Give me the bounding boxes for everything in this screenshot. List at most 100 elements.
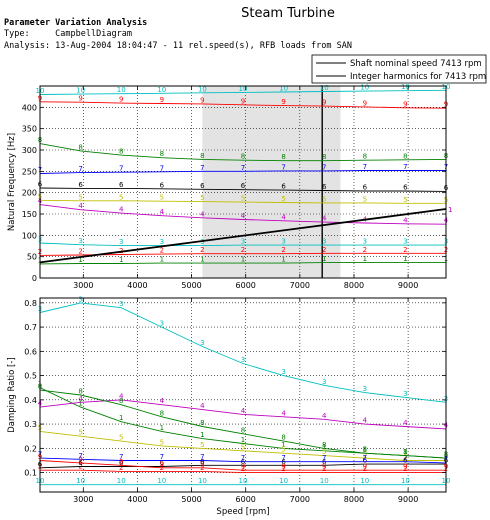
series-marker-7: 7 <box>200 453 204 461</box>
series-marker-8: 8 <box>200 152 204 160</box>
series-marker-9: 9 <box>322 99 326 107</box>
series-marker-1: 1 <box>78 256 82 264</box>
series-marker-9: 9 <box>160 460 164 468</box>
series-marker-3: 3 <box>403 238 407 246</box>
y-tick-label: 300 <box>22 146 37 155</box>
series-marker-4: 4 <box>322 412 327 420</box>
series-marker-6: 6 <box>78 181 83 189</box>
series-marker-3: 3 <box>322 238 326 246</box>
series-marker-2: 2 <box>241 465 245 473</box>
series-marker-3: 3 <box>322 378 326 386</box>
series-marker-1: 1 <box>281 441 285 449</box>
series-marker-9: 9 <box>281 463 285 471</box>
series-marker-7: 7 <box>78 165 82 173</box>
series-marker-5: 5 <box>78 429 82 437</box>
series-line-4 <box>39 399 447 430</box>
series-marker-5: 5 <box>78 193 82 201</box>
series-line-10 <box>39 89 447 95</box>
series-marker-9: 9 <box>241 463 245 471</box>
series-marker-8: 8 <box>322 441 326 449</box>
series-marker-9: 9 <box>119 458 123 466</box>
series-marker-8: 8 <box>119 148 123 156</box>
natural-frequency-panel: 1111111111122222222222333333333334444444… <box>7 83 452 290</box>
series-marker-10: 10 <box>76 87 85 95</box>
series-marker-6: 6 <box>119 181 124 189</box>
series-marker-1: 1 <box>119 414 123 422</box>
series-marker-2: 2 <box>160 247 164 255</box>
series-marker-3: 3 <box>403 390 407 398</box>
type-line: Type: CampbellDiagram <box>4 29 132 39</box>
x-axis-label: Speed [rpm] <box>216 507 269 517</box>
series-marker-7: 7 <box>403 454 407 462</box>
series-marker-7: 7 <box>119 453 123 461</box>
series-line-7 <box>39 457 447 464</box>
speed-range-band <box>202 86 341 278</box>
series-marker-1: 1 <box>200 431 204 439</box>
y-tick-label: 0.1 <box>24 469 37 478</box>
y-tick-label: 0.6 <box>24 347 37 356</box>
series-marker-1: 1 <box>403 255 407 263</box>
x-tick-label: 5000 <box>181 495 201 504</box>
legend-box <box>311 54 487 84</box>
series-line-7 <box>39 170 446 174</box>
series-marker-3: 3 <box>78 237 82 245</box>
x-tick-label: 5000 <box>181 281 201 290</box>
series-marker-9: 9 <box>322 463 326 471</box>
harmonic-label: 1 <box>448 206 452 214</box>
series-line-2 <box>40 469 446 474</box>
series-marker-8: 8 <box>241 426 245 434</box>
series-line-6 <box>39 463 446 469</box>
series-marker-10: 10 <box>360 477 369 485</box>
series-marker-3: 3 <box>78 295 82 303</box>
plot-frame <box>39 85 447 279</box>
series-marker-5: 5 <box>322 195 326 203</box>
series-marker-8: 8 <box>160 150 164 158</box>
series-marker-10: 10 <box>117 477 126 485</box>
series-marker-2: 2 <box>322 246 326 254</box>
series-marker-6: 6 <box>363 457 368 465</box>
series-marker-10: 10 <box>401 477 410 485</box>
series-marker-2: 2 <box>200 246 204 254</box>
x-tick-label: 7000 <box>290 495 310 504</box>
series-marker-3: 3 <box>281 368 285 376</box>
series-marker-7: 7 <box>200 164 204 172</box>
series-marker-8: 8 <box>160 409 164 417</box>
series-marker-4: 4 <box>281 409 286 417</box>
x-tick-label: 8000 <box>344 495 364 504</box>
series-marker-7: 7 <box>241 454 245 462</box>
series-marker-7: 7 <box>322 163 326 171</box>
series-marker-1: 1 <box>322 443 326 451</box>
series-marker-8: 8 <box>200 419 204 427</box>
series-line-6 <box>39 187 447 192</box>
series-marker-6: 6 <box>200 458 205 466</box>
series-marker-4: 4 <box>241 212 246 220</box>
x-tick-label: 3000 <box>73 281 93 290</box>
y-axis-label: Damping Ratio [-] <box>7 357 17 433</box>
series-marker-9: 9 <box>119 96 123 104</box>
series-marker-1: 1 <box>119 256 123 264</box>
series-marker-3: 3 <box>241 238 245 246</box>
series-marker-3: 3 <box>119 238 123 246</box>
series-line-8 <box>39 389 447 459</box>
series-marker-4: 4 <box>403 419 408 427</box>
y-tick-label: 100 <box>22 231 37 240</box>
series-marker-10: 10 <box>157 86 166 94</box>
series-line-3 <box>39 242 446 247</box>
series-marker-10: 10 <box>239 85 248 93</box>
series-marker-10: 10 <box>360 84 369 92</box>
series-marker-8: 8 <box>78 388 82 396</box>
x-tick-label: 4000 <box>127 281 147 290</box>
series-marker-3: 3 <box>160 320 164 328</box>
series-marker-8: 8 <box>363 446 367 454</box>
series-marker-10: 10 <box>198 85 207 93</box>
series-line-5 <box>39 199 446 204</box>
y-tick-label: 0.3 <box>24 420 37 429</box>
series-marker-3: 3 <box>160 238 164 246</box>
series-marker-7: 7 <box>160 164 164 172</box>
x-tick-label: 7000 <box>290 281 310 290</box>
series-marker-6: 6 <box>403 183 408 191</box>
series-marker-4: 4 <box>281 213 286 221</box>
y-tick-label: 0.5 <box>24 372 37 381</box>
series-line-9 <box>39 101 447 109</box>
